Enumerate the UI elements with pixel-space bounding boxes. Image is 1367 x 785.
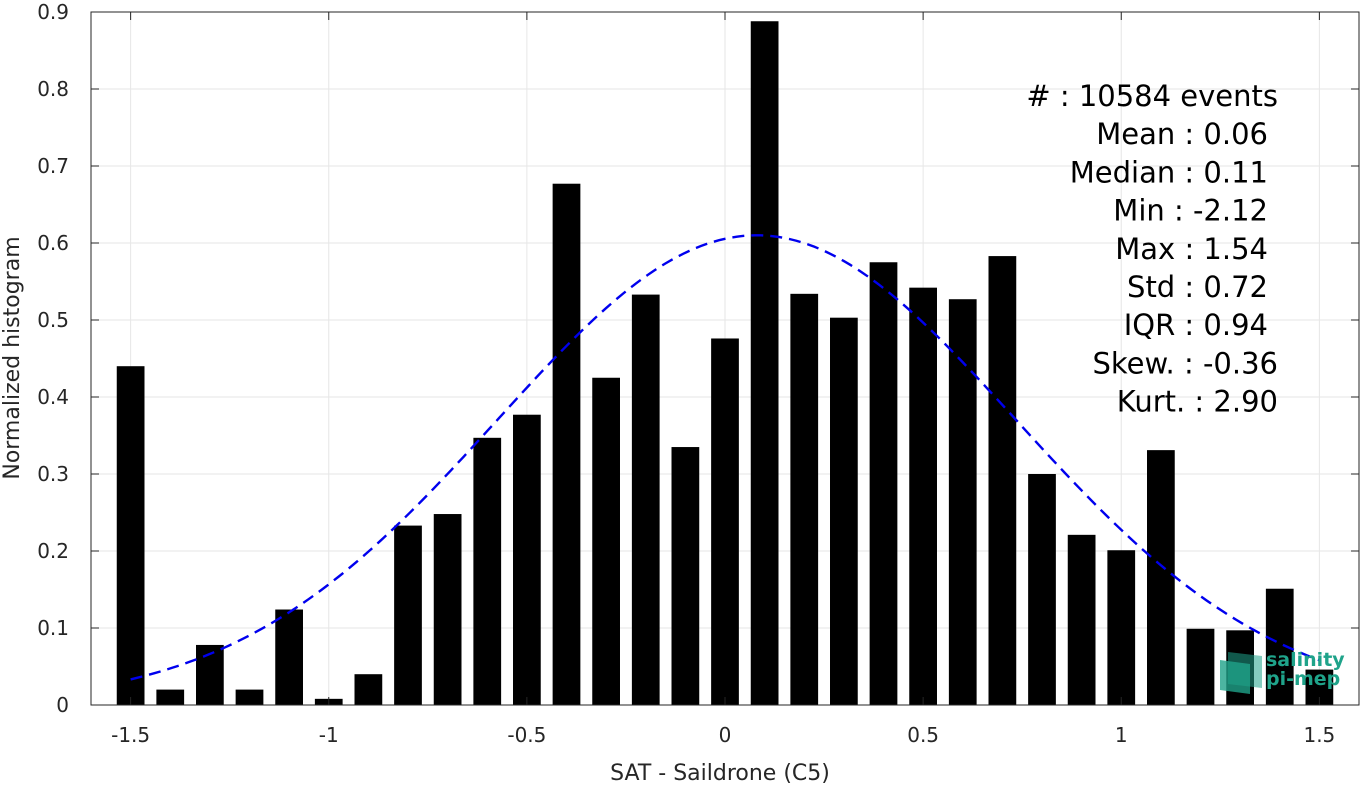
histogram-bar	[711, 338, 739, 705]
salinity-pimep-logo: salinity pi-mep	[1220, 649, 1345, 694]
histogram-bar	[473, 437, 502, 705]
histogram-bar	[830, 317, 858, 705]
y-tick-label: 0.4	[37, 385, 69, 409]
histogram-bar	[909, 287, 937, 705]
stat-line: Skew. : -0.36	[1092, 346, 1278, 380]
logo-line2: pi-mep	[1266, 668, 1340, 690]
logo-line1: salinity	[1266, 649, 1345, 671]
x-axis-label: SAT - Saildrone (C5)	[610, 761, 830, 785]
histogram-bar	[235, 689, 264, 705]
x-tick-label: -0.5	[507, 723, 546, 747]
histogram-bar	[513, 414, 541, 705]
histogram-bar	[1067, 534, 1096, 705]
stat-line: Std : 0.72	[1127, 270, 1268, 304]
x-tick-labels: -1.5 -1 -0.5 0 0.5 1 1.5	[111, 723, 1335, 747]
stat-line: Mean : 0.06	[1096, 117, 1268, 151]
histogram-bar	[116, 366, 145, 705]
y-tick-label: 0.9	[37, 0, 69, 24]
y-tick-label: 0.8	[37, 77, 69, 101]
histogram-bar	[790, 293, 819, 705]
y-tick-label: 0.6	[37, 231, 69, 255]
logo-mark-front	[1220, 660, 1250, 694]
gaussian-fit-line	[130, 234, 1320, 681]
histogram-bar	[948, 299, 977, 705]
histogram-bar	[988, 256, 1017, 705]
histogram-bar	[750, 21, 779, 706]
histogram-bar	[1147, 450, 1175, 705]
histogram-bar	[631, 294, 660, 705]
stat-line: IQR : 0.94	[1124, 308, 1268, 342]
y-tick-labels: 0 0.1 0.2 0.3 0.4 0.5 0.6 0.7 0.8 0.9	[37, 0, 69, 717]
y-tick-label: 0.2	[37, 539, 69, 563]
stat-line: Max : 1.54	[1115, 232, 1268, 266]
y-tick-label: 0.7	[37, 154, 69, 178]
histogram-bar	[1186, 628, 1215, 705]
histogram-bar	[869, 262, 898, 705]
x-tick-label: -1	[319, 723, 339, 747]
stat-line: # : 10584 events	[1026, 79, 1278, 113]
x-tick-label: 0.5	[907, 723, 939, 747]
histogram-bar	[1028, 474, 1056, 705]
y-axis-label: Normalized histogram	[0, 236, 25, 479]
y-tick-label: 0.1	[37, 616, 69, 640]
histogram-bar	[156, 689, 185, 705]
stats-box: # : 10584 events Mean : 0.06 Median : 0.11…	[1026, 79, 1278, 419]
histogram-bar	[394, 525, 422, 705]
x-tick-label: -1.5	[111, 723, 150, 747]
histogram-bar	[433, 514, 462, 705]
y-tick-label: 0	[56, 693, 69, 717]
histogram-bar	[671, 447, 700, 705]
histogram-bar	[354, 674, 383, 705]
y-tick-label: 0.3	[37, 462, 69, 486]
x-tick-label: 0	[719, 723, 732, 747]
y-tick-label: 0.5	[37, 308, 69, 332]
stat-line: Kurt. : 2.90	[1117, 385, 1278, 419]
axis-ticks	[91, 11, 1359, 706]
histogram-bar	[275, 609, 303, 705]
histogram-bar	[552, 183, 581, 705]
x-tick-label: 1	[1115, 723, 1128, 747]
histogram-bar	[592, 377, 620, 705]
stat-line: Median : 0.11	[1070, 155, 1268, 189]
stat-line: Min : -2.12	[1113, 194, 1268, 228]
x-tick-label: 1.5	[1303, 723, 1335, 747]
histogram-bar	[1107, 550, 1136, 705]
